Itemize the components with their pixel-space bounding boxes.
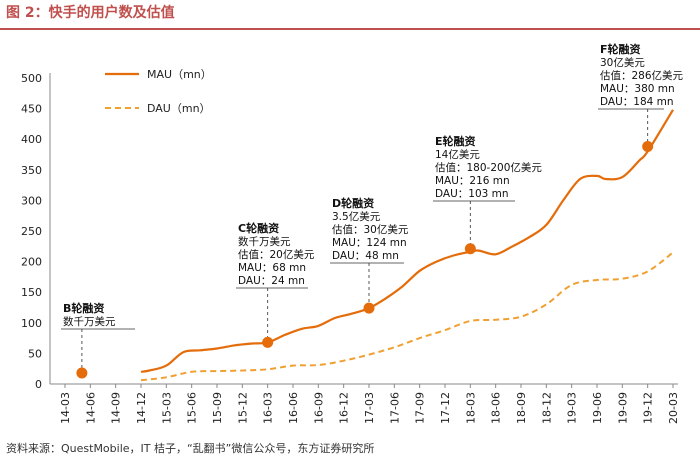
y-tick-label: 350 xyxy=(21,164,42,177)
x-tick-label: 14-12 xyxy=(135,392,148,424)
funding-point-marker xyxy=(76,367,88,379)
funding-round-detail: 3.5亿美元 xyxy=(332,210,381,223)
funding-round-detail: DAU：103 mn xyxy=(435,188,509,200)
y-tick-label: 250 xyxy=(21,225,42,238)
funding-round-detail: 估值：30亿美元 xyxy=(332,223,409,236)
y-tick-label: 450 xyxy=(21,103,42,116)
x-tick-label: 16-06 xyxy=(287,392,300,424)
funding-round-title: D轮融资 xyxy=(332,196,374,210)
x-tick-label: 14-09 xyxy=(110,392,123,424)
funding-point-marker xyxy=(642,141,654,153)
funding-round-detail: DAU：24 mn xyxy=(238,275,305,287)
x-tick-label: 19-06 xyxy=(591,392,604,424)
funding-round-detail: 数千万美元 xyxy=(63,315,116,328)
legend-dau-label: DAU（mn） xyxy=(147,102,211,115)
x-tick-label: 14-06 xyxy=(84,392,97,424)
funding-round-detail: MAU：216 mn xyxy=(435,175,510,187)
x-tick-label: 18-12 xyxy=(540,392,553,424)
dau-series-line xyxy=(140,251,674,382)
funding-round-detail: 14亿美元 xyxy=(435,148,480,161)
x-tick-label: 15-09 xyxy=(211,392,224,424)
funding-round-detail: MAU：380 mn xyxy=(600,83,675,95)
y-tick-label: 200 xyxy=(21,256,42,269)
x-tick-label: 18-03 xyxy=(464,392,477,424)
funding-point-marker xyxy=(262,336,274,348)
x-tick-label: 18-06 xyxy=(490,392,503,424)
funding-round-detail: MAU：124 mn xyxy=(332,237,407,249)
x-tick-label: 18-09 xyxy=(515,392,528,424)
x-tick-label: 19-12 xyxy=(642,392,655,424)
funding-round-detail: DAU：184 mn xyxy=(600,96,674,108)
x-tick-label: 17-03 xyxy=(363,392,376,424)
funding-round-detail: 估值：286亿美元 xyxy=(600,69,684,82)
funding-round-title: E轮融资 xyxy=(435,134,476,148)
x-tick-label: 15-03 xyxy=(160,392,173,424)
x-tick-label: 17-12 xyxy=(439,392,452,424)
source-note: 资料来源：QuestMobile，IT 桔子，“乱翻书”微信公众号，东方证券研究… xyxy=(6,442,375,455)
y-tick-label: 400 xyxy=(21,133,42,146)
funding-point-marker xyxy=(464,243,476,255)
x-tick-label: 16-12 xyxy=(338,392,351,424)
funding-point-marker xyxy=(363,302,375,314)
x-tick-label: 19-03 xyxy=(566,392,579,424)
x-tick-label: 16-09 xyxy=(312,392,325,424)
funding-round-title: B轮融资 xyxy=(63,301,104,315)
x-tick-label: 17-06 xyxy=(388,392,401,424)
page-title: 图 2：快手的用户数及估值 xyxy=(6,5,175,21)
funding-round-detail: DAU：48 mn xyxy=(332,250,399,262)
chart: 0 50 100 150 200 250 300 350 400 450 500 14-03 14-06… xyxy=(21,42,684,424)
mau-series-line xyxy=(140,109,674,373)
funding-round-detail: 数千万美元 xyxy=(238,235,291,248)
x-tick-label: 15-06 xyxy=(186,392,199,424)
legend-mau-label: MAU（mn） xyxy=(147,68,212,81)
y-tick-label: 50 xyxy=(28,347,42,360)
funding-round-detail: MAU：68 mn xyxy=(238,262,306,274)
y-tick-label: 0 xyxy=(35,378,42,391)
title-rule xyxy=(0,28,700,30)
x-tick-label: 16-03 xyxy=(262,392,275,424)
x-tick-label: 20-03 xyxy=(667,392,680,424)
funding-round-detail: 30亿美元 xyxy=(600,56,645,69)
y-tick-label: 150 xyxy=(21,286,42,299)
funding-round-detail: 估值：20亿美元 xyxy=(238,248,315,261)
x-tick-label: 17-09 xyxy=(414,392,427,424)
x-tick-label: 19-09 xyxy=(616,392,629,424)
x-tick-label: 15-12 xyxy=(236,392,249,424)
funding-round-detail: 估值：180-200亿美元 xyxy=(435,161,542,174)
y-tick-label: 100 xyxy=(21,317,42,330)
funding-round-title: C轮融资 xyxy=(238,221,279,235)
funding-round-title: F轮融资 xyxy=(600,42,641,56)
y-tick-label: 500 xyxy=(21,72,42,85)
y-tick-label: 300 xyxy=(21,194,42,207)
x-tick-label: 14-03 xyxy=(59,392,72,424)
